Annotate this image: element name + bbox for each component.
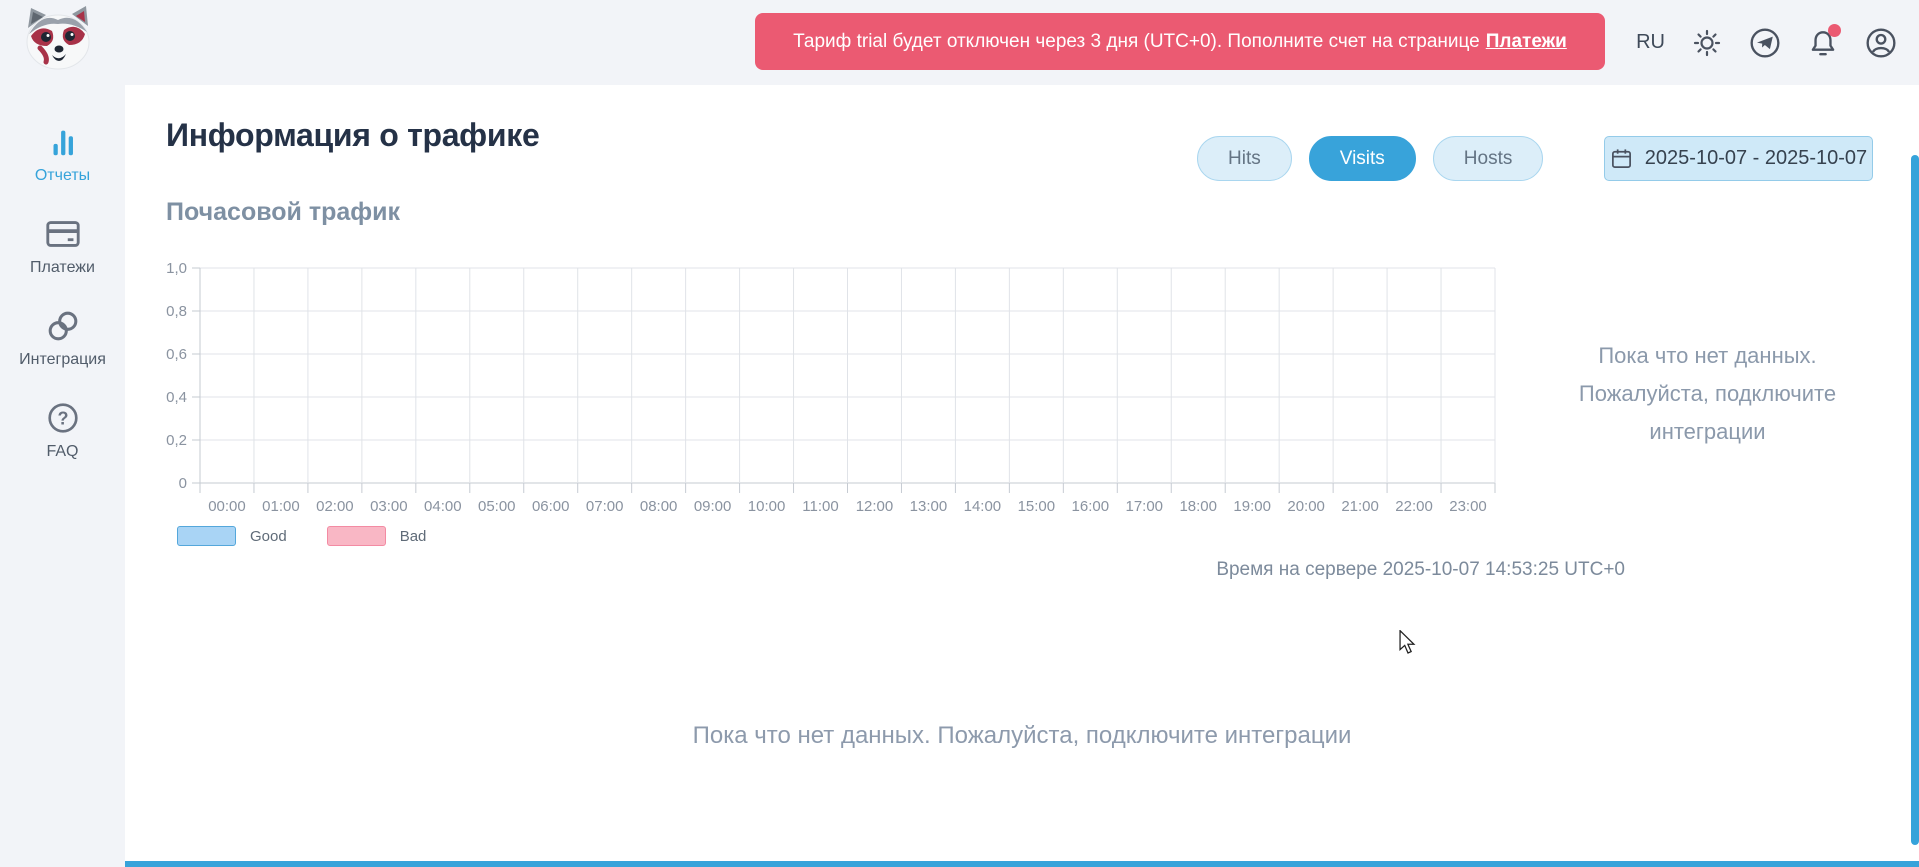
chart-canvas: 1,0 0,8 0,6 0,4 0,2 0 00:00 01:00 02:00 03:00 04:0…: [166, 260, 1496, 515]
mouse-cursor: [1399, 630, 1416, 654]
x-tick-label: 20:00: [1287, 498, 1325, 515]
language-switcher[interactable]: RU: [1636, 31, 1665, 53]
visits-button[interactable]: Visits: [1308, 136, 1416, 181]
hosts-button[interactable]: Hosts: [1432, 136, 1544, 181]
x-tick-label: 07:00: [586, 498, 624, 515]
telegram-icon[interactable]: [1749, 27, 1781, 59]
x-tick-label: 11:00: [802, 498, 838, 515]
legend-label-bad: Bad: [399, 527, 427, 545]
x-tick-label: 21:00: [1341, 498, 1379, 515]
x-tick-label: 16:00: [1072, 498, 1110, 515]
x-tick-label: 09:00: [694, 498, 732, 515]
telegram-plane-icon: [1750, 27, 1780, 58]
x-tick-label: 08:00: [640, 498, 678, 515]
sidebar-nav: Отчеты Платежи Интеграция ? FAQ: [0, 85, 125, 867]
x-tick-label: 22:00: [1395, 498, 1433, 515]
y-tick-label: 0,8: [166, 303, 187, 320]
date-range-picker[interactable]: 2025-10-07 - 2025-10-07: [1604, 136, 1873, 181]
question-circle-icon: ?: [44, 397, 82, 439]
server-time-text: Время на сервере 2025-10-07 14:53:25 UTC…: [1216, 559, 1625, 580]
x-tick-label: 19:00: [1233, 498, 1271, 515]
bell-icon: [1811, 30, 1835, 55]
raccoon-logo-icon: [26, 6, 90, 70]
sidebar-item-label: FAQ: [46, 443, 79, 460]
page-title: Информация о трафике: [166, 117, 540, 153]
x-tick-label: 17:00: [1125, 498, 1163, 515]
header-actions: RU: [1636, 0, 1897, 85]
x-tick-label: 04:00: [424, 498, 462, 515]
notifications-bell-icon[interactable]: [1807, 23, 1841, 59]
notification-badge: [1828, 23, 1841, 37]
x-tick-label: 05:00: [478, 498, 516, 515]
sidebar-item-label: Интеграция: [19, 351, 106, 368]
y-tick-label: 0,4: [166, 389, 187, 406]
page-empty-state-text: Пока что нет данных. Пожалуйста, подключ…: [692, 722, 1352, 749]
hourly-traffic-chart: 1,0 0,8 0,6 0,4 0,2 0 00:00 01:00 02:00 03:00 04:0…: [155, 252, 1545, 532]
sidebar-item-label: Платежи: [30, 259, 95, 276]
x-tick-label: 12:00: [856, 498, 894, 515]
x-tick-label: 23:00: [1449, 498, 1487, 515]
x-tick-label: 01:00: [262, 498, 300, 515]
user-avatar-icon: [1866, 27, 1896, 58]
chart-empty-state-text: Пока что нет данных. Пожалуйста, подключ…: [1578, 343, 1837, 444]
y-tick-label: 0,6: [166, 346, 187, 363]
date-range-value: 2025-10-07 - 2025-10-07: [1644, 147, 1868, 169]
legend-swatch-bad: [326, 526, 386, 546]
y-tick-label: 0: [179, 475, 187, 492]
x-tick-label: 14:00: [964, 498, 1002, 515]
hits-button[interactable]: Hits: [1197, 136, 1292, 181]
bar-chart-icon: [44, 121, 82, 163]
y-tick-label: 1,0: [166, 260, 187, 277]
legend-label-good: Good: [250, 527, 287, 545]
sidebar-item-integration[interactable]: Интеграция: [0, 297, 125, 389]
sidebar-item-label: Отчеты: [34, 167, 91, 184]
legend-swatch-good: [177, 526, 236, 546]
sidebar-item-reports[interactable]: Отчеты: [0, 113, 125, 205]
x-tick-label: 06:00: [532, 498, 570, 515]
x-tick-label: 18:00: [1179, 498, 1217, 515]
credit-card-icon: [44, 213, 82, 255]
x-tick-label: 03:00: [370, 498, 408, 515]
x-tick-label: 00:00: [208, 498, 246, 515]
calendar-icon: [1611, 149, 1631, 168]
sidebar-item-faq[interactable]: ? FAQ: [0, 389, 125, 481]
section-title: Почасовой трафик: [166, 198, 401, 226]
x-tick-label: 02:00: [316, 498, 354, 515]
chart-legend: Good Bad: [177, 526, 452, 546]
top-header: Тариф trial будет отключен через 3 дня (…: [0, 0, 1919, 85]
raccoon-logo[interactable]: [18, 4, 98, 74]
view-switch: Hits Visits Hosts: [1197, 136, 1544, 181]
profile-icon[interactable]: [1865, 27, 1897, 59]
svg-text:?: ?: [57, 409, 68, 429]
horizontal-scrollbar[interactable]: [125, 861, 1919, 867]
main-content: Информация о трафике Hits Visits Hosts 2…: [125, 85, 1919, 867]
theme-sun-icon[interactable]: [1691, 27, 1723, 59]
banner-message: Тариф trial будет отключен через 3 дня (…: [793, 30, 1480, 52]
sidebar-item-payments[interactable]: Платежи: [0, 205, 125, 297]
vertical-scrollbar[interactable]: [1911, 155, 1919, 845]
x-tick-label: 10:00: [748, 498, 786, 515]
sun-icon: [1693, 29, 1721, 56]
banner-payments-link[interactable]: Платежи: [1485, 30, 1567, 52]
trial-warning-banner: Тариф trial будет отключен через 3 дня (…: [755, 13, 1605, 70]
x-tick-label: 13:00: [910, 498, 948, 515]
x-tick-label: 15:00: [1018, 498, 1056, 515]
link-icon: [44, 305, 82, 347]
y-tick-label: 0,2: [166, 432, 187, 449]
